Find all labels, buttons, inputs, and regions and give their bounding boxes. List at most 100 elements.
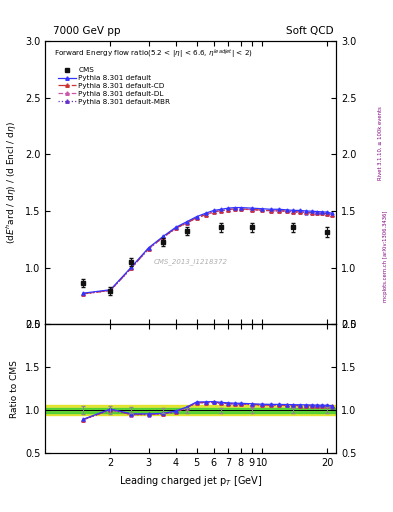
Line: Pythia 8.301 default-CD: Pythia 8.301 default-CD <box>82 207 333 295</box>
Pythia 8.301 default <box>320 209 325 215</box>
Pythia 8.301 default-MBR <box>108 287 113 293</box>
Legend: CMS, Pythia 8.301 default, Pythia 8.301 default-CD, Pythia 8.301 default-DL, Pyt: CMS, Pythia 8.301 default, Pythia 8.301 … <box>57 67 171 105</box>
Pythia 8.301 default <box>239 204 243 210</box>
Text: Soft QCD: Soft QCD <box>286 26 334 36</box>
Pythia 8.301 default-MBR <box>239 206 243 212</box>
Y-axis label: (d$E^{h}$ard / d$\eta$) / (d Encl / d$\eta$): (d$E^{h}$ard / d$\eta$) / (d Encl / d$\e… <box>5 121 19 244</box>
Line: Pythia 8.301 default-DL: Pythia 8.301 default-DL <box>82 207 333 295</box>
Pythia 8.301 default-DL <box>161 234 165 241</box>
Pythia 8.301 default-DL <box>291 209 296 215</box>
Pythia 8.301 default <box>146 245 151 251</box>
Pythia 8.301 default <box>315 208 320 215</box>
Pythia 8.301 default-CD <box>173 225 178 231</box>
Pythia 8.301 default-DL <box>329 211 334 218</box>
Pythia 8.301 default-DL <box>226 206 231 212</box>
Pythia 8.301 default-CD <box>250 206 254 212</box>
Pythia 8.301 default-MBR <box>219 208 224 214</box>
Pythia 8.301 default-DL <box>108 287 113 293</box>
Pythia 8.301 default <box>219 206 224 212</box>
Pythia 8.301 default <box>277 206 281 212</box>
Pythia 8.301 default <box>298 207 302 214</box>
Pythia 8.301 default <box>325 209 329 215</box>
Pythia 8.301 default-MBR <box>298 209 302 215</box>
Pythia 8.301 default <box>194 214 199 220</box>
Pythia 8.301 default-CD <box>203 211 208 218</box>
Line: Pythia 8.301 default-MBR: Pythia 8.301 default-MBR <box>82 208 333 295</box>
Text: mcplots.cern.ch [arXiv:1306.3436]: mcplots.cern.ch [arXiv:1306.3436] <box>384 210 388 302</box>
Pythia 8.301 default-DL <box>232 206 237 212</box>
Pythia 8.301 default-CD <box>309 209 314 216</box>
Pythia 8.301 default-CD <box>239 206 243 212</box>
Pythia 8.301 default-CD <box>284 208 289 214</box>
Pythia 8.301 default-DL <box>219 208 224 214</box>
Pythia 8.301 default-DL <box>325 210 329 217</box>
Pythia 8.301 default-MBR <box>161 234 165 241</box>
Pythia 8.301 default-CD <box>268 207 273 214</box>
Pythia 8.301 default-MBR <box>211 209 216 215</box>
Pythia 8.301 default-DL <box>194 215 199 221</box>
Pythia 8.301 default-MBR <box>184 220 189 226</box>
Pythia 8.301 default-DL <box>304 209 309 216</box>
Pythia 8.301 default-DL <box>298 209 302 215</box>
Pythia 8.301 default-MBR <box>232 206 237 212</box>
Pythia 8.301 default-MBR <box>259 207 264 214</box>
Pythia 8.301 default-MBR <box>203 212 208 218</box>
Pythia 8.301 default-DL <box>129 265 134 271</box>
X-axis label: Leading charged jet p$_{T}$ [GeV]: Leading charged jet p$_{T}$ [GeV] <box>119 474 262 487</box>
Pythia 8.301 default <box>226 205 231 211</box>
Pythia 8.301 default-MBR <box>309 210 314 216</box>
Pythia 8.301 default-CD <box>211 209 216 215</box>
Pythia 8.301 default <box>329 210 334 216</box>
Pythia 8.301 default-CD <box>194 215 199 221</box>
Pythia 8.301 default <box>284 207 289 213</box>
Pythia 8.301 default-CD <box>315 210 320 216</box>
Pythia 8.301 default-DL <box>184 220 189 226</box>
Y-axis label: Ratio to CMS: Ratio to CMS <box>10 360 19 418</box>
Pythia 8.301 default-CD <box>161 234 165 240</box>
Pythia 8.301 default-CD <box>226 206 231 212</box>
Pythia 8.301 default <box>173 224 178 230</box>
Pythia 8.301 default-CD <box>129 265 134 271</box>
Pythia 8.301 default-DL <box>259 207 264 214</box>
Pythia 8.301 default <box>129 264 134 270</box>
Pythia 8.301 default-CD <box>304 209 309 216</box>
Pythia 8.301 default-CD <box>219 207 224 214</box>
Pythia 8.301 default-MBR <box>226 207 231 213</box>
Pythia 8.301 default-MBR <box>329 212 334 218</box>
Pythia 8.301 default-CD <box>259 207 264 213</box>
Pythia 8.301 default-MBR <box>304 209 309 216</box>
Pythia 8.301 default-CD <box>329 211 334 218</box>
Pythia 8.301 default-DL <box>173 225 178 231</box>
Pythia 8.301 default-MBR <box>277 208 281 214</box>
Pythia 8.301 default <box>203 210 208 216</box>
Pythia 8.301 default <box>161 233 165 240</box>
Pythia 8.301 default <box>268 206 273 212</box>
Pythia 8.301 default-DL <box>315 210 320 216</box>
Pythia 8.301 default <box>291 207 296 214</box>
Pythia 8.301 default-DL <box>146 246 151 252</box>
Pythia 8.301 default-CD <box>277 208 281 214</box>
Pythia 8.301 default-DL <box>250 206 254 212</box>
Text: 7000 GeV pp: 7000 GeV pp <box>53 26 121 36</box>
Pythia 8.301 default-CD <box>325 210 329 217</box>
Pythia 8.301 default <box>259 206 264 212</box>
Pythia 8.301 default <box>232 204 237 210</box>
Pythia 8.301 default <box>250 205 254 211</box>
Pythia 8.301 default <box>211 207 216 214</box>
Pythia 8.301 default-DL <box>284 208 289 215</box>
Pythia 8.301 default-DL <box>239 206 243 212</box>
Text: Rivet 3.1.10, ≥ 100k events: Rivet 3.1.10, ≥ 100k events <box>378 106 383 180</box>
Pythia 8.301 default-DL <box>211 209 216 215</box>
Pythia 8.301 default-DL <box>277 208 281 214</box>
Pythia 8.301 default-MBR <box>173 225 178 231</box>
Pythia 8.301 default <box>309 208 314 215</box>
Pythia 8.301 default-MBR <box>320 210 325 217</box>
Line: Pythia 8.301 default: Pythia 8.301 default <box>82 206 333 295</box>
Pythia 8.301 default-MBR <box>194 215 199 221</box>
Pythia 8.301 default-DL <box>268 208 273 214</box>
Pythia 8.301 default-DL <box>81 291 86 297</box>
Pythia 8.301 default-MBR <box>268 208 273 214</box>
Pythia 8.301 default-DL <box>320 210 325 217</box>
Pythia 8.301 default-CD <box>232 206 237 212</box>
Pythia 8.301 default-MBR <box>250 207 254 213</box>
